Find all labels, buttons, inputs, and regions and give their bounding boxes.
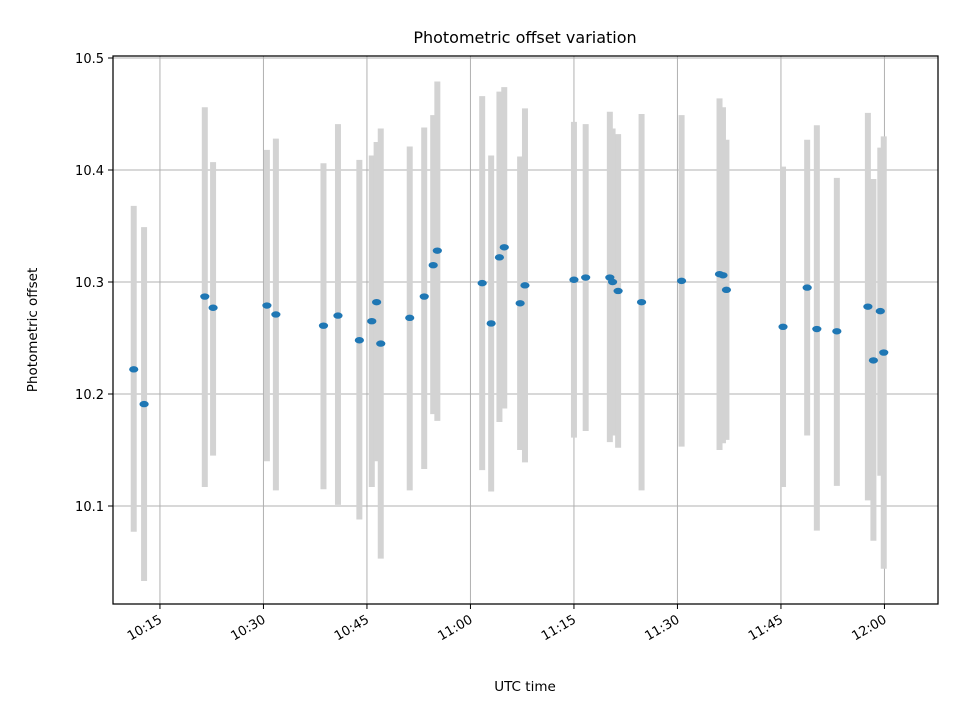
- data-point: [494, 254, 505, 261]
- data-point: [200, 293, 210, 300]
- chart-title: Photometric offset variation: [413, 28, 636, 47]
- data-point: [376, 340, 386, 347]
- data-point: [432, 247, 442, 254]
- data-point: [477, 279, 487, 287]
- data-point: [581, 274, 591, 281]
- y-tick-label: 10.3: [75, 276, 104, 291]
- data-points: [129, 244, 889, 408]
- data-point: [520, 282, 530, 289]
- y-tick-label: 10.1: [75, 500, 104, 515]
- plot-frame: [112, 55, 939, 605]
- data-point: [262, 302, 272, 309]
- y-axis-label: Photometric offset: [25, 268, 41, 392]
- data-point: [778, 323, 788, 330]
- data-point: [515, 300, 525, 307]
- data-point: [613, 287, 623, 295]
- data-point: [868, 357, 879, 364]
- data-point: [879, 349, 889, 356]
- x-axis-label: UTC time: [494, 679, 556, 695]
- data-point: [318, 322, 329, 329]
- data-point: [802, 284, 812, 291]
- data-point: [569, 276, 579, 283]
- data-point: [721, 286, 732, 294]
- data-point: [718, 272, 728, 279]
- y-tick-label: 10.5: [75, 52, 104, 67]
- y-tick-label: 10.2: [75, 388, 104, 403]
- data-point: [405, 314, 415, 322]
- data-point: [354, 337, 364, 344]
- data-point: [372, 298, 382, 306]
- data-point: [676, 277, 687, 285]
- data-point: [863, 303, 873, 310]
- y-tick-label: 10.4: [75, 164, 104, 179]
- data-point: [812, 325, 822, 333]
- data-point: [832, 328, 842, 335]
- data-point: [486, 320, 496, 327]
- data-point: [607, 278, 618, 286]
- data-point: [875, 307, 885, 315]
- data-point: [129, 366, 139, 373]
- y-axis-ticks: 10.1 10.2 10.3 10.4 10.5: [75, 52, 113, 515]
- data-point: [419, 293, 429, 300]
- data-point: [208, 304, 218, 311]
- data-point: [333, 312, 343, 319]
- data-point: [271, 311, 281, 318]
- data-point: [428, 262, 438, 269]
- data-point: [499, 244, 509, 251]
- data-point: [367, 318, 377, 325]
- data-point: [139, 400, 149, 408]
- data-point: [636, 298, 647, 306]
